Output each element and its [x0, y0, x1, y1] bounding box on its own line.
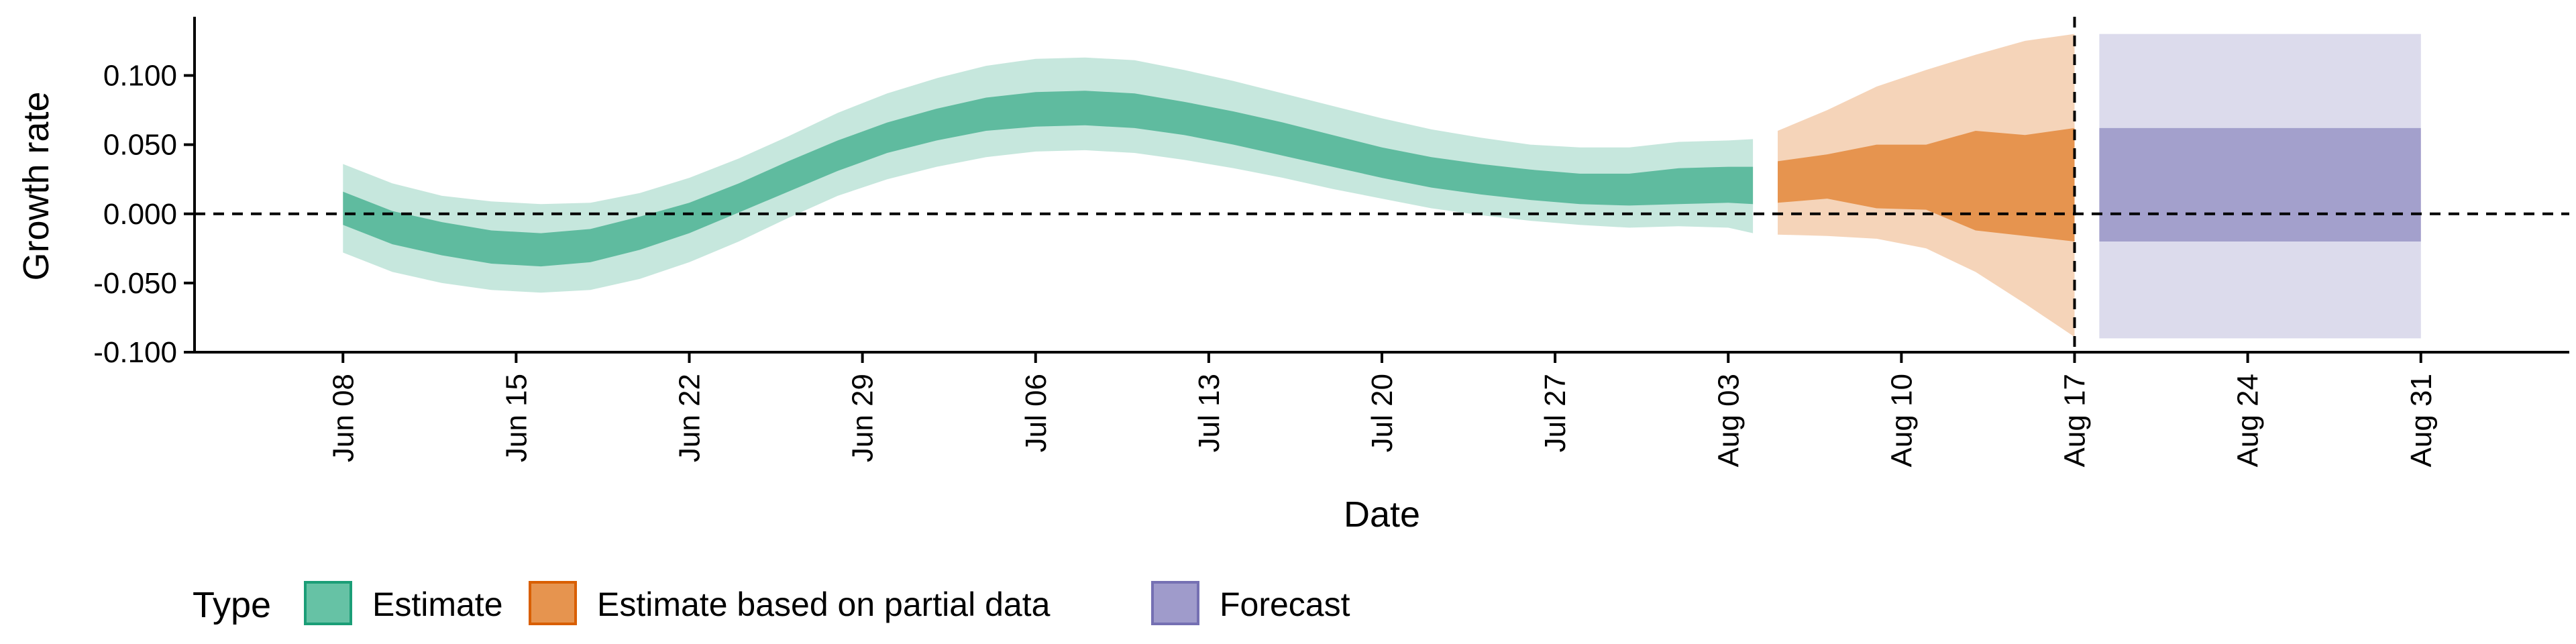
x-tick-label: Jul 20 [1366, 374, 1399, 452]
x-tick-label: Jul 27 [1539, 374, 1572, 452]
x-tick-label: Jun 29 [847, 374, 879, 462]
forecast-inner-band [2099, 127, 2421, 241]
estimate-outer-band [343, 57, 1754, 293]
axes: -0.100 -0.050 0.000 0.050 0.100 Jun 08 Jun 15 J… [93, 17, 2569, 467]
y-tick-label: -0.100 [93, 336, 177, 369]
legend-label-forecast: Forecast [1220, 586, 1350, 623]
legend-swatch-estimate [304, 581, 352, 625]
x-tick-label: Jun 22 [674, 374, 706, 462]
y-tick-label: 0.100 [103, 60, 177, 93]
estimate-inner-band [343, 91, 1754, 267]
y-axis-title: Growth rate [16, 91, 56, 280]
y-tick-label: 0.050 [103, 129, 177, 162]
y-tick-label: 0.000 [103, 198, 177, 231]
x-tick-label: Jun 08 [327, 374, 360, 462]
x-tick-label: Aug 31 [2405, 374, 2438, 467]
legend-label-estimate-based-on-partial-data: Estimate based on partial data [597, 586, 1051, 623]
legend-swatch-forecast [1151, 581, 1199, 625]
x-tick-label: Aug 10 [1885, 374, 1918, 467]
x-tick-label: Jul 06 [1020, 374, 1053, 452]
legend-title: Type [193, 585, 271, 625]
x-axis-title: Date [1344, 494, 1420, 535]
x-tick-label: Aug 03 [1712, 374, 1745, 467]
legend: Type Estimate Estimate based on partial d… [193, 581, 1350, 625]
x-tick-label: Jun 15 [500, 374, 533, 462]
legend-swatch-estimate-based-on-partial-data [529, 581, 577, 625]
legend-label-estimate: Estimate [372, 586, 503, 623]
y-tick-label: -0.050 [93, 267, 177, 300]
x-tick-label: Aug 24 [2232, 374, 2265, 467]
x-tick-label: Aug 17 [2059, 374, 2092, 467]
series-bands [343, 34, 2421, 339]
x-tick-label: Jul 13 [1193, 374, 1226, 452]
reference-lines [195, 17, 2569, 352]
